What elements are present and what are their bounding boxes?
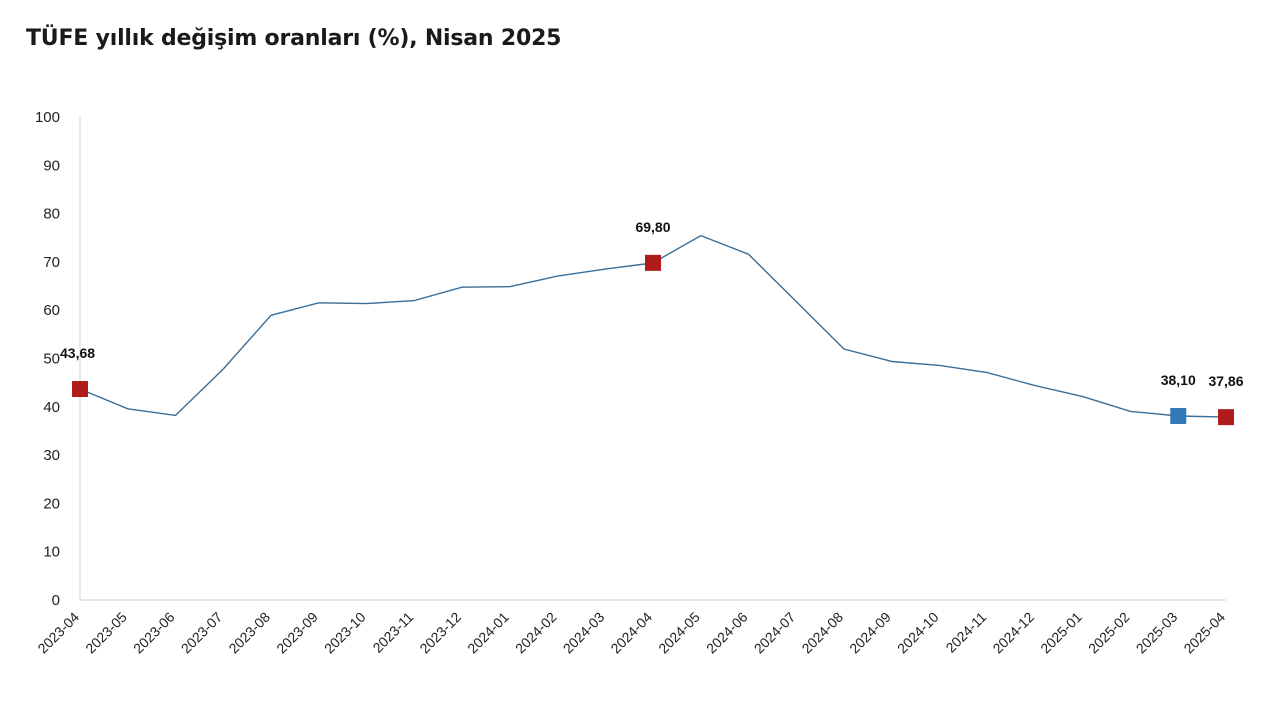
chart-title: TÜFE yıllık değişim oranları (%), Nisan … xyxy=(26,26,562,51)
data-label: 38,10 xyxy=(1161,372,1196,388)
highlight-markers: 43,68 69,80 38,10 37,86 xyxy=(60,219,1244,426)
x-tick-label: 2024-11 xyxy=(942,609,989,656)
data-label: 43,68 xyxy=(60,345,95,361)
x-tick-label: 2024-10 xyxy=(894,609,942,657)
x-tick-label: 2024-03 xyxy=(560,609,608,657)
highlight-marker xyxy=(1218,409,1234,426)
y-tick-label: 100 xyxy=(35,109,60,126)
x-tick-label: 2024-01 xyxy=(464,609,512,657)
y-axis-ticks: 0 10 20 30 40 50 60 70 80 90 100 xyxy=(35,109,60,609)
x-tick-label: 2025-01 xyxy=(1037,609,1085,657)
y-tick-label: 30 xyxy=(43,447,60,464)
y-tick-label: 10 xyxy=(43,544,60,561)
y-tick-label: 80 xyxy=(43,206,60,223)
x-tick-label: 2024-12 xyxy=(989,609,1037,657)
y-tick-label: 60 xyxy=(43,302,60,319)
x-tick-label: 2024-09 xyxy=(846,609,894,657)
y-tick-label: 0 xyxy=(52,592,60,609)
x-tick-label: 2023-09 xyxy=(273,609,321,657)
x-tick-label: 2023-07 xyxy=(178,609,226,657)
x-tick-label: 2023-06 xyxy=(130,609,178,657)
x-tick-label: 2024-02 xyxy=(512,609,560,657)
x-tick-label: 2025-04 xyxy=(1180,609,1228,657)
y-tick-label: 40 xyxy=(43,399,60,416)
highlight-marker xyxy=(645,254,661,271)
x-tick-label: 2023-05 xyxy=(82,609,130,657)
x-tick-label: 2024-08 xyxy=(798,609,846,657)
x-tick-label: 2024-07 xyxy=(751,609,799,657)
x-axis-ticks: 2023-04 2023-05 2023-06 2023-07 2023-08 2023-… xyxy=(34,609,1228,657)
x-tick-label: 2025-03 xyxy=(1133,609,1181,657)
highlight-marker xyxy=(72,381,88,398)
data-label: 37,86 xyxy=(1208,373,1243,389)
y-tick-label: 70 xyxy=(43,254,60,271)
x-tick-label: 2025-02 xyxy=(1085,609,1133,657)
x-tick-label: 2023-04 xyxy=(34,609,82,657)
y-tick-label: 50 xyxy=(43,351,60,368)
x-tick-label: 2023-08 xyxy=(225,609,273,657)
y-tick-label: 90 xyxy=(43,157,60,174)
y-tick-label: 20 xyxy=(43,495,60,512)
x-tick-label: 2023-12 xyxy=(416,609,464,657)
x-tick-label: 2024-04 xyxy=(607,609,655,657)
highlight-marker xyxy=(1170,407,1187,424)
x-tick-label: 2024-06 xyxy=(703,609,751,657)
chart-axes xyxy=(79,117,1226,601)
x-tick-label: 2023-10 xyxy=(321,609,369,657)
x-tick-label: 2023-11 xyxy=(369,609,416,656)
x-tick-label: 2024-05 xyxy=(655,609,703,657)
data-label: 69,80 xyxy=(635,219,670,235)
